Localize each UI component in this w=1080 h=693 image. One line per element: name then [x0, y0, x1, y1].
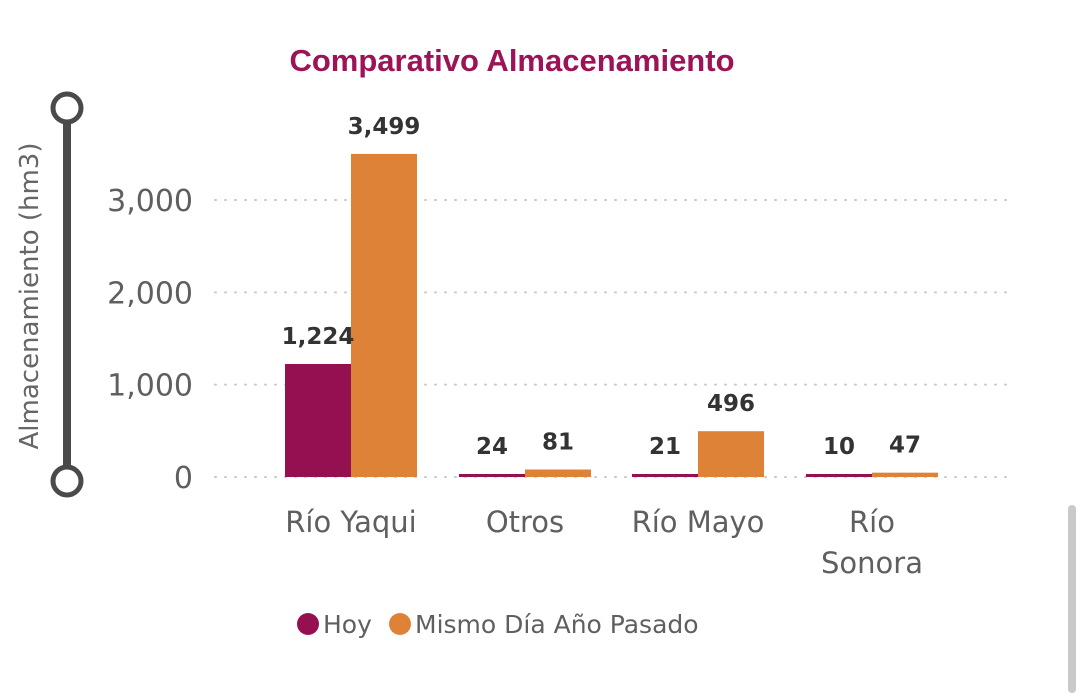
data-label: 3,499	[348, 114, 421, 140]
legend: Hoy Mismo Día Año Pasado	[297, 610, 699, 639]
legend-item-mismo-dia[interactable]: Mismo Día Año Pasado	[389, 610, 699, 639]
category-label: Sonora	[821, 546, 923, 580]
x-axis-categories: Río Yaqui Otros Río Mayo Río Sonora	[285, 505, 923, 580]
y-axis-ticks: 0 1,000 2,000 3,000	[107, 184, 193, 496]
data-label: 496	[707, 391, 755, 417]
data-label: 81	[542, 430, 574, 456]
scrollbar-thumb[interactable]	[1068, 505, 1076, 693]
bars	[285, 153, 938, 477]
slider-bottom-handle[interactable]	[50, 464, 84, 498]
data-label: 1,224	[282, 324, 355, 350]
bar[interactable]	[872, 472, 938, 477]
bar[interactable]	[351, 153, 417, 477]
bar[interactable]	[632, 474, 698, 477]
category-label: Otros	[486, 505, 564, 539]
y-axis-title: Almacenamiento (hm3)	[15, 143, 45, 450]
legend-item-hoy[interactable]: Hoy	[297, 610, 372, 639]
bar[interactable]	[525, 469, 591, 477]
legend-label-mismo-dia: Mismo Día Año Pasado	[415, 610, 699, 639]
y-axis-range-slider[interactable]	[50, 91, 84, 498]
slider-top-handle[interactable]	[50, 91, 84, 125]
category-label: Río Yaqui	[285, 505, 417, 539]
bar[interactable]	[459, 474, 525, 477]
bar[interactable]	[698, 431, 764, 477]
chart-title: Comparativo Almacenamiento	[289, 43, 734, 78]
legend-swatch-hoy	[297, 613, 319, 635]
y-tick-label: 2,000	[107, 276, 193, 311]
bar[interactable]	[285, 363, 351, 477]
data-label: 10	[823, 434, 855, 460]
data-label: 21	[649, 434, 681, 460]
y-tick-label: 0	[174, 461, 193, 496]
data-label: 47	[889, 433, 921, 459]
bar[interactable]	[806, 474, 872, 477]
category-label: Río Mayo	[632, 505, 765, 539]
data-label: 24	[476, 434, 508, 460]
legend-swatch-mismo-dia	[389, 613, 411, 635]
legend-label-hoy: Hoy	[323, 610, 372, 639]
category-label: Río	[849, 505, 895, 539]
y-tick-label: 3,000	[107, 184, 193, 219]
data-labels: 1,224 3,499 24 81 21 496 10 47	[282, 114, 921, 460]
y-tick-label: 1,000	[107, 369, 193, 404]
